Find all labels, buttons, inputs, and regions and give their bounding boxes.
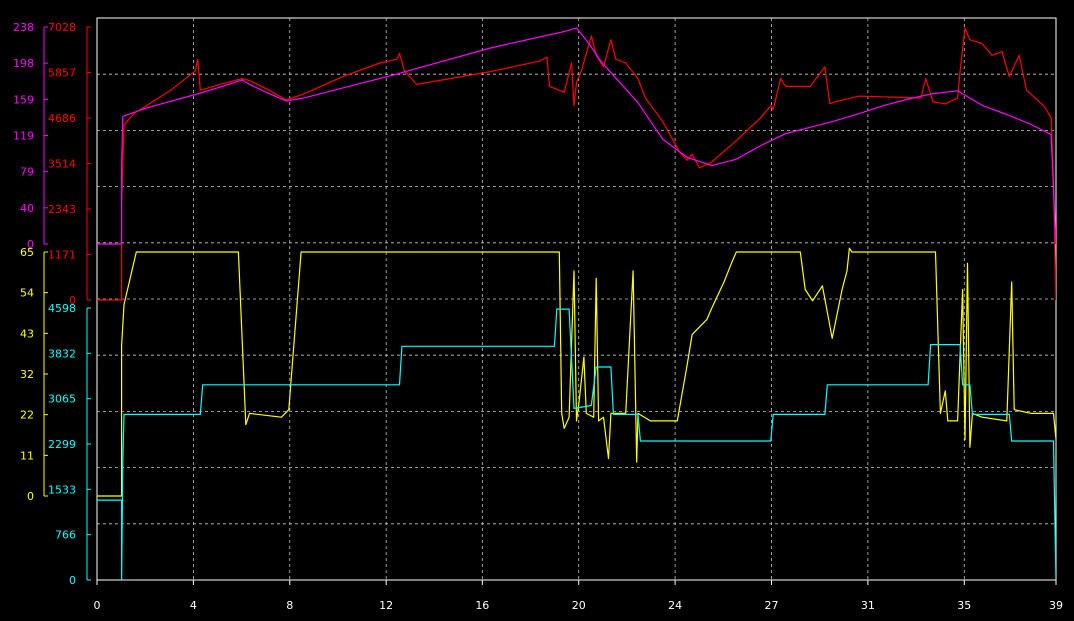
ax1-tick-label: 40 [20, 202, 34, 215]
ax4-tick-label: 2299 [48, 438, 76, 451]
x-tick-label: 24 [668, 599, 682, 612]
ax4-tick-label: 3832 [48, 347, 76, 360]
ax1-tick-label: 198 [13, 57, 34, 70]
ax3-tick-label: 22 [20, 409, 34, 422]
x-tick-label: 39 [1049, 599, 1063, 612]
x-tick-label: 4 [190, 599, 197, 612]
x-tick-label: 8 [286, 599, 293, 612]
ax3-tick-label: 65 [20, 246, 34, 259]
x-tick-label: 27 [764, 599, 778, 612]
ax4-tick-label: 4598 [48, 302, 76, 315]
ax2-tick-label: 5857 [48, 67, 76, 80]
ax1-tick-label: 238 [13, 21, 34, 34]
ax2-tick-label: 3514 [48, 158, 76, 171]
x-tick-label: 16 [475, 599, 489, 612]
x-tick-label: 20 [572, 599, 586, 612]
ax3-tick-label: 11 [20, 449, 34, 462]
ax1-tick-label: 119 [13, 130, 34, 143]
x-tick-label: 12 [379, 599, 393, 612]
ax2-tick-label: 4686 [48, 112, 76, 125]
x-tick-label: 31 [861, 599, 875, 612]
x-tick-label: 0 [94, 599, 101, 612]
ax4-tick-label: 0 [69, 574, 76, 587]
ax3-tick-label: 0 [27, 490, 34, 503]
x-tick-label: 35 [957, 599, 971, 612]
ax4-tick-label: 766 [55, 529, 76, 542]
ax3-tick-label: 32 [20, 368, 34, 381]
ax2-tick-label: 2343 [48, 203, 76, 216]
ax2-tick-label: 1171 [48, 249, 76, 262]
ax1-tick-label: 79 [20, 166, 34, 179]
ax3-tick-label: 43 [20, 327, 34, 340]
ax1-tick-label: 159 [13, 93, 34, 106]
ax3-tick-label: 54 [20, 287, 34, 300]
ax4-tick-label: 3065 [48, 393, 76, 406]
ax2-tick-label: 7028 [48, 21, 76, 34]
ax4-tick-label: 1533 [48, 483, 76, 496]
